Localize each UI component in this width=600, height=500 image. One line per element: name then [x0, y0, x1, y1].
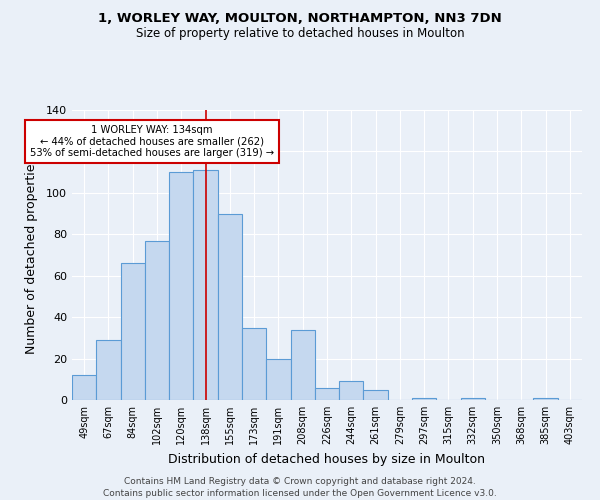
Bar [242, 328, 266, 400]
Bar [72, 375, 96, 400]
Bar [96, 340, 121, 400]
X-axis label: Distribution of detached houses by size in Moulton: Distribution of detached houses by size … [169, 452, 485, 466]
Text: 1 WORLEY WAY: 134sqm
← 44% of detached houses are smaller (262)
53% of semi-deta: 1 WORLEY WAY: 134sqm ← 44% of detached h… [30, 124, 274, 158]
Bar [533, 398, 558, 400]
Bar [315, 388, 339, 400]
Text: Size of property relative to detached houses in Moulton: Size of property relative to detached ho… [136, 28, 464, 40]
Text: Contains HM Land Registry data © Crown copyright and database right 2024.: Contains HM Land Registry data © Crown c… [124, 478, 476, 486]
Bar [266, 358, 290, 400]
Bar [290, 330, 315, 400]
Text: 1, WORLEY WAY, MOULTON, NORTHAMPTON, NN3 7DN: 1, WORLEY WAY, MOULTON, NORTHAMPTON, NN3… [98, 12, 502, 26]
Bar [412, 398, 436, 400]
Bar [169, 172, 193, 400]
Bar [145, 240, 169, 400]
Text: Contains public sector information licensed under the Open Government Licence v3: Contains public sector information licen… [103, 489, 497, 498]
Y-axis label: Number of detached properties: Number of detached properties [25, 156, 38, 354]
Bar [339, 382, 364, 400]
Bar [364, 390, 388, 400]
Bar [121, 264, 145, 400]
Bar [218, 214, 242, 400]
Bar [193, 170, 218, 400]
Bar [461, 398, 485, 400]
